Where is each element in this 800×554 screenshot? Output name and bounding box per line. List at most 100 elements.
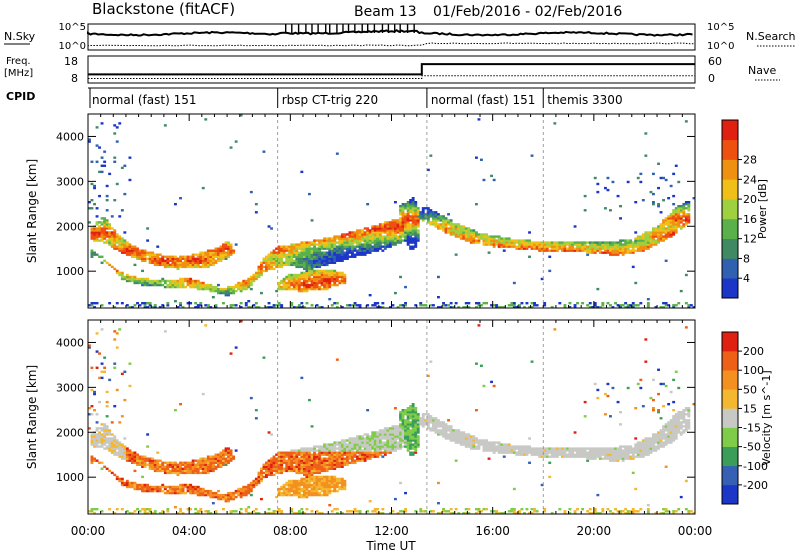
heatmap-cell bbox=[310, 279, 314, 283]
heatmap-cell bbox=[285, 461, 289, 464]
heatmap-cell bbox=[282, 451, 286, 454]
heatmap-cell bbox=[634, 237, 638, 240]
heatmap-cell bbox=[399, 225, 402, 228]
heatmap-cell bbox=[444, 219, 448, 222]
heatmap-cell bbox=[335, 443, 339, 446]
heatmap-cell bbox=[467, 233, 471, 236]
heatmap-cell bbox=[378, 223, 382, 226]
heatmap-cell bbox=[211, 259, 215, 262]
heatmap-cell bbox=[601, 245, 605, 248]
heatmap-cell bbox=[340, 455, 344, 458]
heatmap-cell bbox=[151, 255, 155, 258]
heatmap-cell bbox=[664, 231, 668, 234]
heatmap-cell bbox=[209, 263, 213, 267]
heatmap-cell bbox=[621, 239, 625, 242]
heatmap-cell bbox=[328, 281, 332, 285]
heatmap-cell bbox=[242, 287, 246, 291]
heatmap-cell bbox=[409, 231, 413, 234]
heatmap-cell bbox=[411, 427, 415, 430]
heatmap-cell bbox=[588, 302, 592, 305]
heatmap-cell bbox=[386, 241, 390, 244]
heatmap-cell bbox=[265, 265, 268, 269]
heatmap-cell bbox=[409, 247, 413, 250]
heatmap-cell bbox=[399, 219, 402, 222]
heatmap-cell bbox=[646, 247, 650, 250]
heatmap-cell bbox=[199, 259, 203, 262]
heatmap-cell bbox=[105, 225, 109, 228]
heatmap-cell bbox=[386, 229, 390, 232]
heatmap-cell bbox=[206, 304, 210, 307]
heatmap-cell bbox=[103, 366, 107, 369]
freq-line bbox=[88, 63, 695, 76]
heatmap-cell bbox=[396, 237, 400, 240]
heatmap-cell bbox=[156, 459, 160, 462]
heatmap-cell bbox=[434, 213, 438, 216]
heatmap-cell bbox=[318, 465, 322, 468]
heatmap-cell bbox=[176, 261, 180, 264]
heatmap-cell bbox=[366, 233, 370, 236]
heatmap-cell bbox=[290, 479, 294, 483]
heatmap-cell bbox=[510, 239, 514, 242]
heatmap-cell bbox=[356, 445, 359, 448]
heatmap-cell bbox=[414, 217, 418, 220]
heatmap-cell bbox=[143, 255, 147, 258]
heatmap-cell bbox=[189, 279, 193, 283]
heatmap-cell bbox=[189, 467, 193, 470]
heatmap-cell bbox=[368, 445, 372, 448]
heatmap-cell bbox=[657, 203, 660, 206]
heatmap-cell bbox=[272, 249, 276, 252]
heatmap-cell bbox=[310, 251, 314, 254]
heatmap-cell bbox=[300, 255, 304, 258]
heatmap-cell bbox=[265, 467, 268, 470]
heatmap-cell bbox=[103, 429, 107, 432]
heatmap-cell bbox=[191, 261, 195, 264]
heatmap-cell bbox=[285, 255, 289, 258]
heatmap-cell bbox=[113, 239, 117, 242]
heatmap-cell bbox=[290, 483, 294, 487]
heatmap-cell bbox=[325, 279, 329, 283]
heatmap-cell bbox=[118, 271, 122, 275]
heatmap-cell bbox=[335, 279, 339, 283]
heatmap-cell bbox=[467, 237, 471, 240]
heatmap-cell bbox=[295, 306, 299, 309]
heatmap-cell bbox=[267, 473, 271, 477]
heatmap-cell bbox=[285, 487, 289, 491]
heatmap-cell bbox=[252, 485, 256, 489]
heatmap-cell bbox=[257, 481, 261, 485]
heatmap-cell bbox=[409, 453, 413, 456]
heatmap-cell bbox=[105, 199, 109, 202]
heatmap-cell bbox=[320, 263, 324, 267]
heatmap-cell bbox=[421, 415, 425, 418]
heatmap-cell bbox=[125, 447, 129, 450]
heatmap-cell bbox=[325, 241, 329, 244]
heatmap-cell bbox=[120, 451, 124, 454]
heatmap-cell bbox=[419, 304, 423, 307]
heatmap-cell bbox=[644, 235, 648, 238]
heatmap-cell bbox=[664, 233, 668, 236]
heatmap-cell bbox=[211, 261, 215, 264]
heatmap-cell bbox=[186, 508, 190, 511]
heatmap-cell bbox=[447, 419, 450, 422]
heatmap-cell bbox=[201, 471, 205, 475]
heatmap-cell bbox=[171, 487, 175, 491]
heatmap-cell bbox=[143, 253, 147, 256]
heatmap-cell bbox=[277, 489, 281, 493]
heatmap-cell bbox=[381, 306, 385, 309]
heatmap-cell bbox=[672, 304, 676, 307]
heatmap-cell bbox=[308, 265, 311, 269]
heatmap-cell bbox=[378, 435, 382, 438]
heatmap-cell bbox=[376, 453, 380, 456]
heatmap-cell bbox=[290, 493, 294, 497]
heatmap-cell bbox=[657, 241, 660, 244]
heatmap-cell bbox=[437, 219, 440, 222]
heatmap-cell bbox=[340, 237, 344, 240]
heatmap-cell bbox=[282, 483, 286, 487]
heatmap-cell bbox=[206, 459, 210, 462]
heatmap-cell bbox=[434, 417, 438, 420]
heatmap-cell bbox=[148, 485, 152, 489]
heatmap-cell bbox=[414, 304, 418, 307]
heatmap-cell bbox=[591, 241, 595, 244]
heatmap-cell bbox=[434, 215, 438, 218]
heatmap-cell bbox=[153, 281, 157, 285]
heatmap-cell bbox=[323, 273, 327, 277]
